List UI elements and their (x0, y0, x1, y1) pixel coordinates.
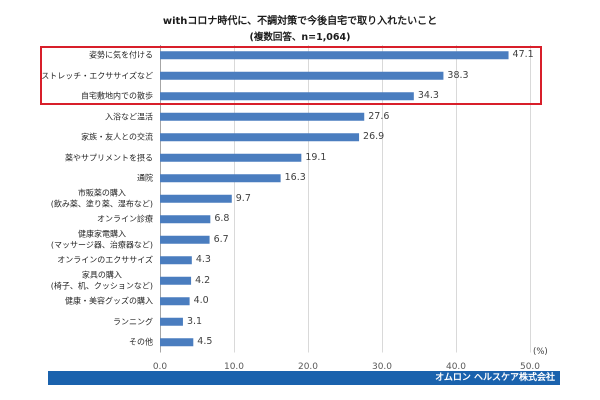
bar (160, 153, 302, 162)
bar (160, 174, 281, 183)
data-label: 38.3 (447, 69, 469, 81)
x-tick-label: 40.0 (445, 362, 467, 372)
category-label: 家族・友人との交流 (81, 132, 153, 142)
chart-title: withコロナ時代に、不調対策で今後自宅で取り入れたいこと (162, 16, 438, 27)
data-label: 4.5 (197, 336, 213, 348)
company-name: オムロン ヘルスケア株式会社 (435, 373, 555, 383)
x-tick-label: 20.0 (297, 362, 319, 372)
category-label: 市販薬の購入 (飲み薬、塗り薬、湿布など) (50, 188, 153, 209)
bar (160, 317, 183, 326)
category-label: 通院 (137, 173, 153, 183)
bar (160, 256, 192, 265)
bar (160, 112, 365, 121)
data-label: 27.6 (368, 110, 390, 122)
bar (160, 51, 509, 60)
data-label: 26.9 (363, 131, 385, 143)
data-label: 4.2 (195, 274, 211, 286)
data-label: 3.1 (186, 315, 203, 327)
category-label: 自宅敷地内での散歩 (81, 91, 153, 101)
data-label: 16.3 (284, 172, 306, 184)
category-label: 健康家電購入 (マッサージ器、治療器など) (50, 229, 153, 250)
bar (160, 338, 194, 347)
data-label: 4.0 (193, 295, 209, 307)
x-tick-label: 50.0 (519, 362, 541, 372)
bar (160, 276, 192, 285)
x-tick-label: 30.0 (371, 362, 393, 372)
category-label: ストレッチ・エクササイズなど (41, 71, 153, 80)
chart-subtitle: (複数回答、n=1,064) (249, 32, 351, 43)
bar (160, 297, 190, 306)
category-label: オンライン診療 (97, 214, 153, 224)
x-tick-label: 0.0 (152, 362, 168, 372)
data-label: 34.3 (417, 90, 439, 102)
footer-band: オムロン ヘルスケア株式会社 (48, 371, 560, 385)
category-label: ランニング (113, 317, 153, 326)
highlight-box (40, 46, 542, 105)
category-label: 姿勢に気を付ける (89, 50, 153, 60)
data-label: 6.8 (214, 213, 230, 225)
data-label: 6.7 (213, 233, 229, 245)
bar (160, 92, 414, 101)
x-tick-label: 10.0 (223, 362, 245, 372)
category-label: その他 (129, 337, 153, 347)
category-label: 健康・美容グッズの購入 (65, 296, 153, 306)
data-label: 19.1 (305, 151, 327, 163)
category-label: 入浴など温活 (105, 112, 153, 121)
bar (160, 71, 444, 80)
data-label: 4.3 (195, 254, 211, 266)
bar (160, 133, 360, 142)
data-label: 9.7 (235, 192, 251, 204)
bar (160, 215, 211, 224)
category-label: 薬やサプリメントを摂る (65, 153, 153, 162)
data-label: 47.1 (512, 49, 534, 61)
category-label: オンラインのエクササイズ (57, 255, 153, 265)
unit-label: (%) (533, 347, 548, 357)
bar (160, 194, 232, 203)
bar (160, 235, 210, 244)
category-label: 家具の購入 (椅子、机、クッションなど) (50, 270, 153, 291)
